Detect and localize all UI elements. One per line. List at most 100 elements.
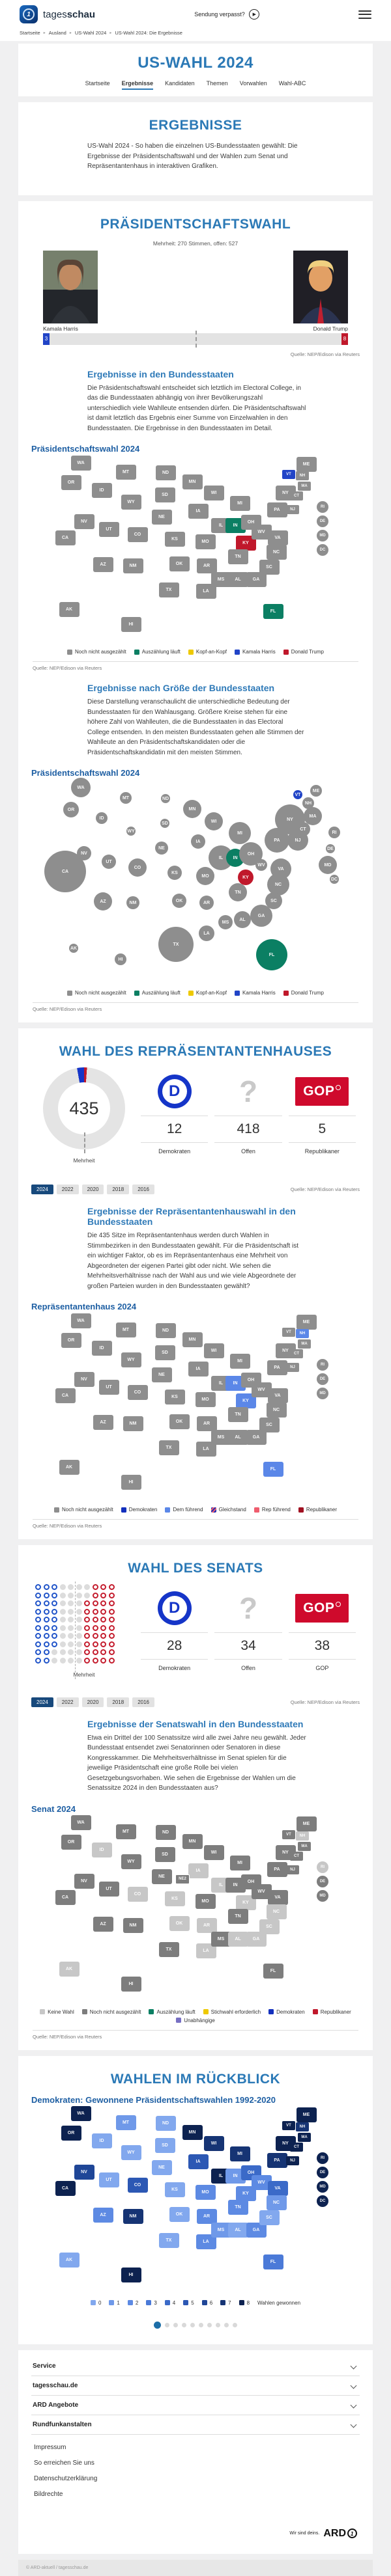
state-ME[interactable]: ME — [296, 2107, 317, 2122]
state-SD[interactable]: SD — [154, 487, 175, 502]
state-IN[interactable]: IN — [225, 2169, 246, 2184]
state-FL[interactable]: FL — [263, 1461, 283, 1477]
tab-wahl-abc[interactable]: Wahl-ABC — [278, 80, 306, 87]
state-bubble-ME[interactable]: ME — [310, 785, 322, 797]
state-OK[interactable]: OK — [169, 556, 190, 571]
state-NJ[interactable]: NJ — [286, 2156, 299, 2165]
tab-themen[interactable]: Themen — [206, 80, 228, 87]
state-AK[interactable]: AK — [59, 2253, 80, 2268]
state-VA[interactable]: VA — [267, 2181, 288, 2196]
state-MT[interactable]: MT — [115, 2115, 136, 2130]
state-TN[interactable]: TN — [227, 1406, 248, 1422]
state-WV[interactable]: WV — [251, 1884, 272, 1899]
carousel-dot[interactable] — [207, 2322, 212, 2327]
state-RI[interactable]: RI — [317, 2152, 328, 2164]
state-CA[interactable]: CA — [55, 1890, 76, 1905]
state-MI[interactable]: MI — [229, 1353, 250, 1369]
link-datenschutz[interactable]: Datenschutzerklärung — [34, 2474, 98, 2482]
state-ND[interactable]: ND — [155, 2116, 176, 2131]
state-bubble-UT[interactable]: UT — [102, 855, 116, 869]
state-ID[interactable]: ID — [91, 1843, 112, 1857]
state-NC[interactable]: NC — [266, 1904, 287, 1919]
carousel-dot[interactable] — [224, 2322, 229, 2327]
state-bubble-MD[interactable]: MD — [319, 856, 337, 874]
state-KY[interactable]: KY — [235, 1393, 256, 1408]
state-OR[interactable]: OR — [61, 1835, 81, 1850]
state-CO[interactable]: CO — [127, 527, 148, 542]
state-NM[interactable]: NM — [123, 1416, 143, 1431]
state-NJ[interactable]: NJ — [286, 505, 299, 514]
state-HI[interactable]: HI — [121, 1474, 141, 1490]
carousel-dot[interactable] — [182, 2322, 186, 2327]
state-NE[interactable]: NE — [151, 1869, 172, 1884]
state-bubble-RI[interactable]: RI — [328, 827, 340, 838]
state-NC[interactable]: NC — [266, 1402, 287, 1418]
state-WI[interactable]: WI — [203, 2136, 224, 2151]
state-LA[interactable]: LA — [195, 1441, 216, 1457]
state-FL[interactable]: FL — [263, 1964, 283, 1979]
state-GA[interactable]: GA — [246, 571, 267, 587]
state-VT[interactable]: VT — [282, 1328, 295, 1337]
state-LA[interactable]: LA — [195, 1943, 216, 1958]
state-IA[interactable]: IA — [188, 2154, 209, 2169]
state-NJ[interactable]: NJ — [286, 1865, 299, 1874]
state-AZ[interactable]: AZ — [93, 556, 113, 572]
state-MS[interactable]: MS — [210, 2223, 231, 2238]
state-PA[interactable]: PA — [267, 2153, 287, 2168]
state-OK[interactable]: OK — [169, 1916, 190, 1931]
state-PA[interactable]: PA — [267, 502, 287, 517]
state-NH[interactable]: NH — [296, 1831, 309, 1841]
tab-vorwahlen[interactable]: Vorwahlen — [239, 80, 267, 87]
state-RI[interactable]: RI — [317, 1861, 328, 1873]
state-CT[interactable]: CT — [290, 1349, 303, 1358]
state-FL[interactable]: FL — [263, 603, 283, 619]
state-bubble-MO[interactable]: MO — [196, 867, 214, 885]
state-AL[interactable]: AL — [227, 2223, 248, 2238]
state-NC[interactable]: NC — [266, 2195, 287, 2210]
state-CT[interactable]: CT — [290, 491, 303, 500]
state-LA[interactable]: LA — [195, 583, 216, 599]
state-MA[interactable]: MA — [298, 1339, 311, 1349]
tagesschau-logo[interactable]: 1 tagesschau — [20, 5, 95, 23]
state-NE[interactable]: NE — [151, 509, 172, 525]
footer-accordion-ard[interactable]: ARD Angebote — [31, 2394, 360, 2415]
state-bubble-NM[interactable]: NM — [126, 896, 139, 909]
state-MD[interactable]: MD — [317, 1388, 328, 1399]
state-LA[interactable]: LA — [195, 2234, 216, 2249]
state-VT[interactable]: VT — [282, 2120, 295, 2130]
footer-accordion-service[interactable]: Service — [31, 2357, 360, 2376]
state-ME[interactable]: ME — [296, 1816, 317, 1831]
state-CA[interactable]: CA — [55, 530, 76, 545]
state-AZ[interactable]: AZ — [93, 1917, 113, 1932]
state-MT[interactable]: MT — [115, 1322, 136, 1337]
state-bubble-OR[interactable]: OR — [63, 802, 79, 817]
state-TN[interactable]: TN — [227, 2200, 248, 2215]
state-GA[interactable]: GA — [246, 2223, 267, 2238]
state-MA[interactable]: MA — [298, 1841, 311, 1851]
tab-startseite[interactable]: Startseite — [85, 80, 110, 87]
state-bubble-GA[interactable]: GA — [250, 905, 272, 927]
state-MO[interactable]: MO — [195, 1894, 216, 1909]
state-HI[interactable]: HI — [121, 616, 141, 632]
state-DE[interactable]: DE — [317, 2166, 328, 2178]
state-UT[interactable]: UT — [98, 521, 119, 537]
state-IN[interactable]: IN — [225, 517, 246, 533]
state-AR[interactable]: AR — [196, 558, 217, 573]
state-MI[interactable]: MI — [229, 495, 250, 511]
state-WY[interactable]: WY — [121, 1854, 141, 1869]
state-KS[interactable]: KS — [164, 1891, 185, 1906]
state-bubble-WY[interactable]: WY — [126, 827, 136, 836]
state-KY[interactable]: KY — [235, 1895, 256, 1910]
state-SD[interactable]: SD — [154, 1847, 175, 1862]
state-MD[interactable]: MD — [317, 2180, 328, 2193]
breadcrumb-ausland[interactable]: Ausland — [48, 30, 66, 36]
state-TX[interactable]: TX — [158, 1942, 179, 1957]
state-NC[interactable]: NC — [266, 544, 287, 560]
state-MI[interactable]: MI — [229, 2146, 250, 2161]
state-bubble-MT[interactable]: MT — [120, 792, 132, 804]
state-bubble-SD[interactable]: SD — [160, 819, 169, 828]
state-VA[interactable]: VA — [267, 1890, 288, 1905]
state-bubble-NH[interactable]: NH — [302, 797, 314, 809]
state-NV[interactable]: NV — [74, 514, 94, 529]
state-MD[interactable]: MD — [317, 530, 328, 541]
